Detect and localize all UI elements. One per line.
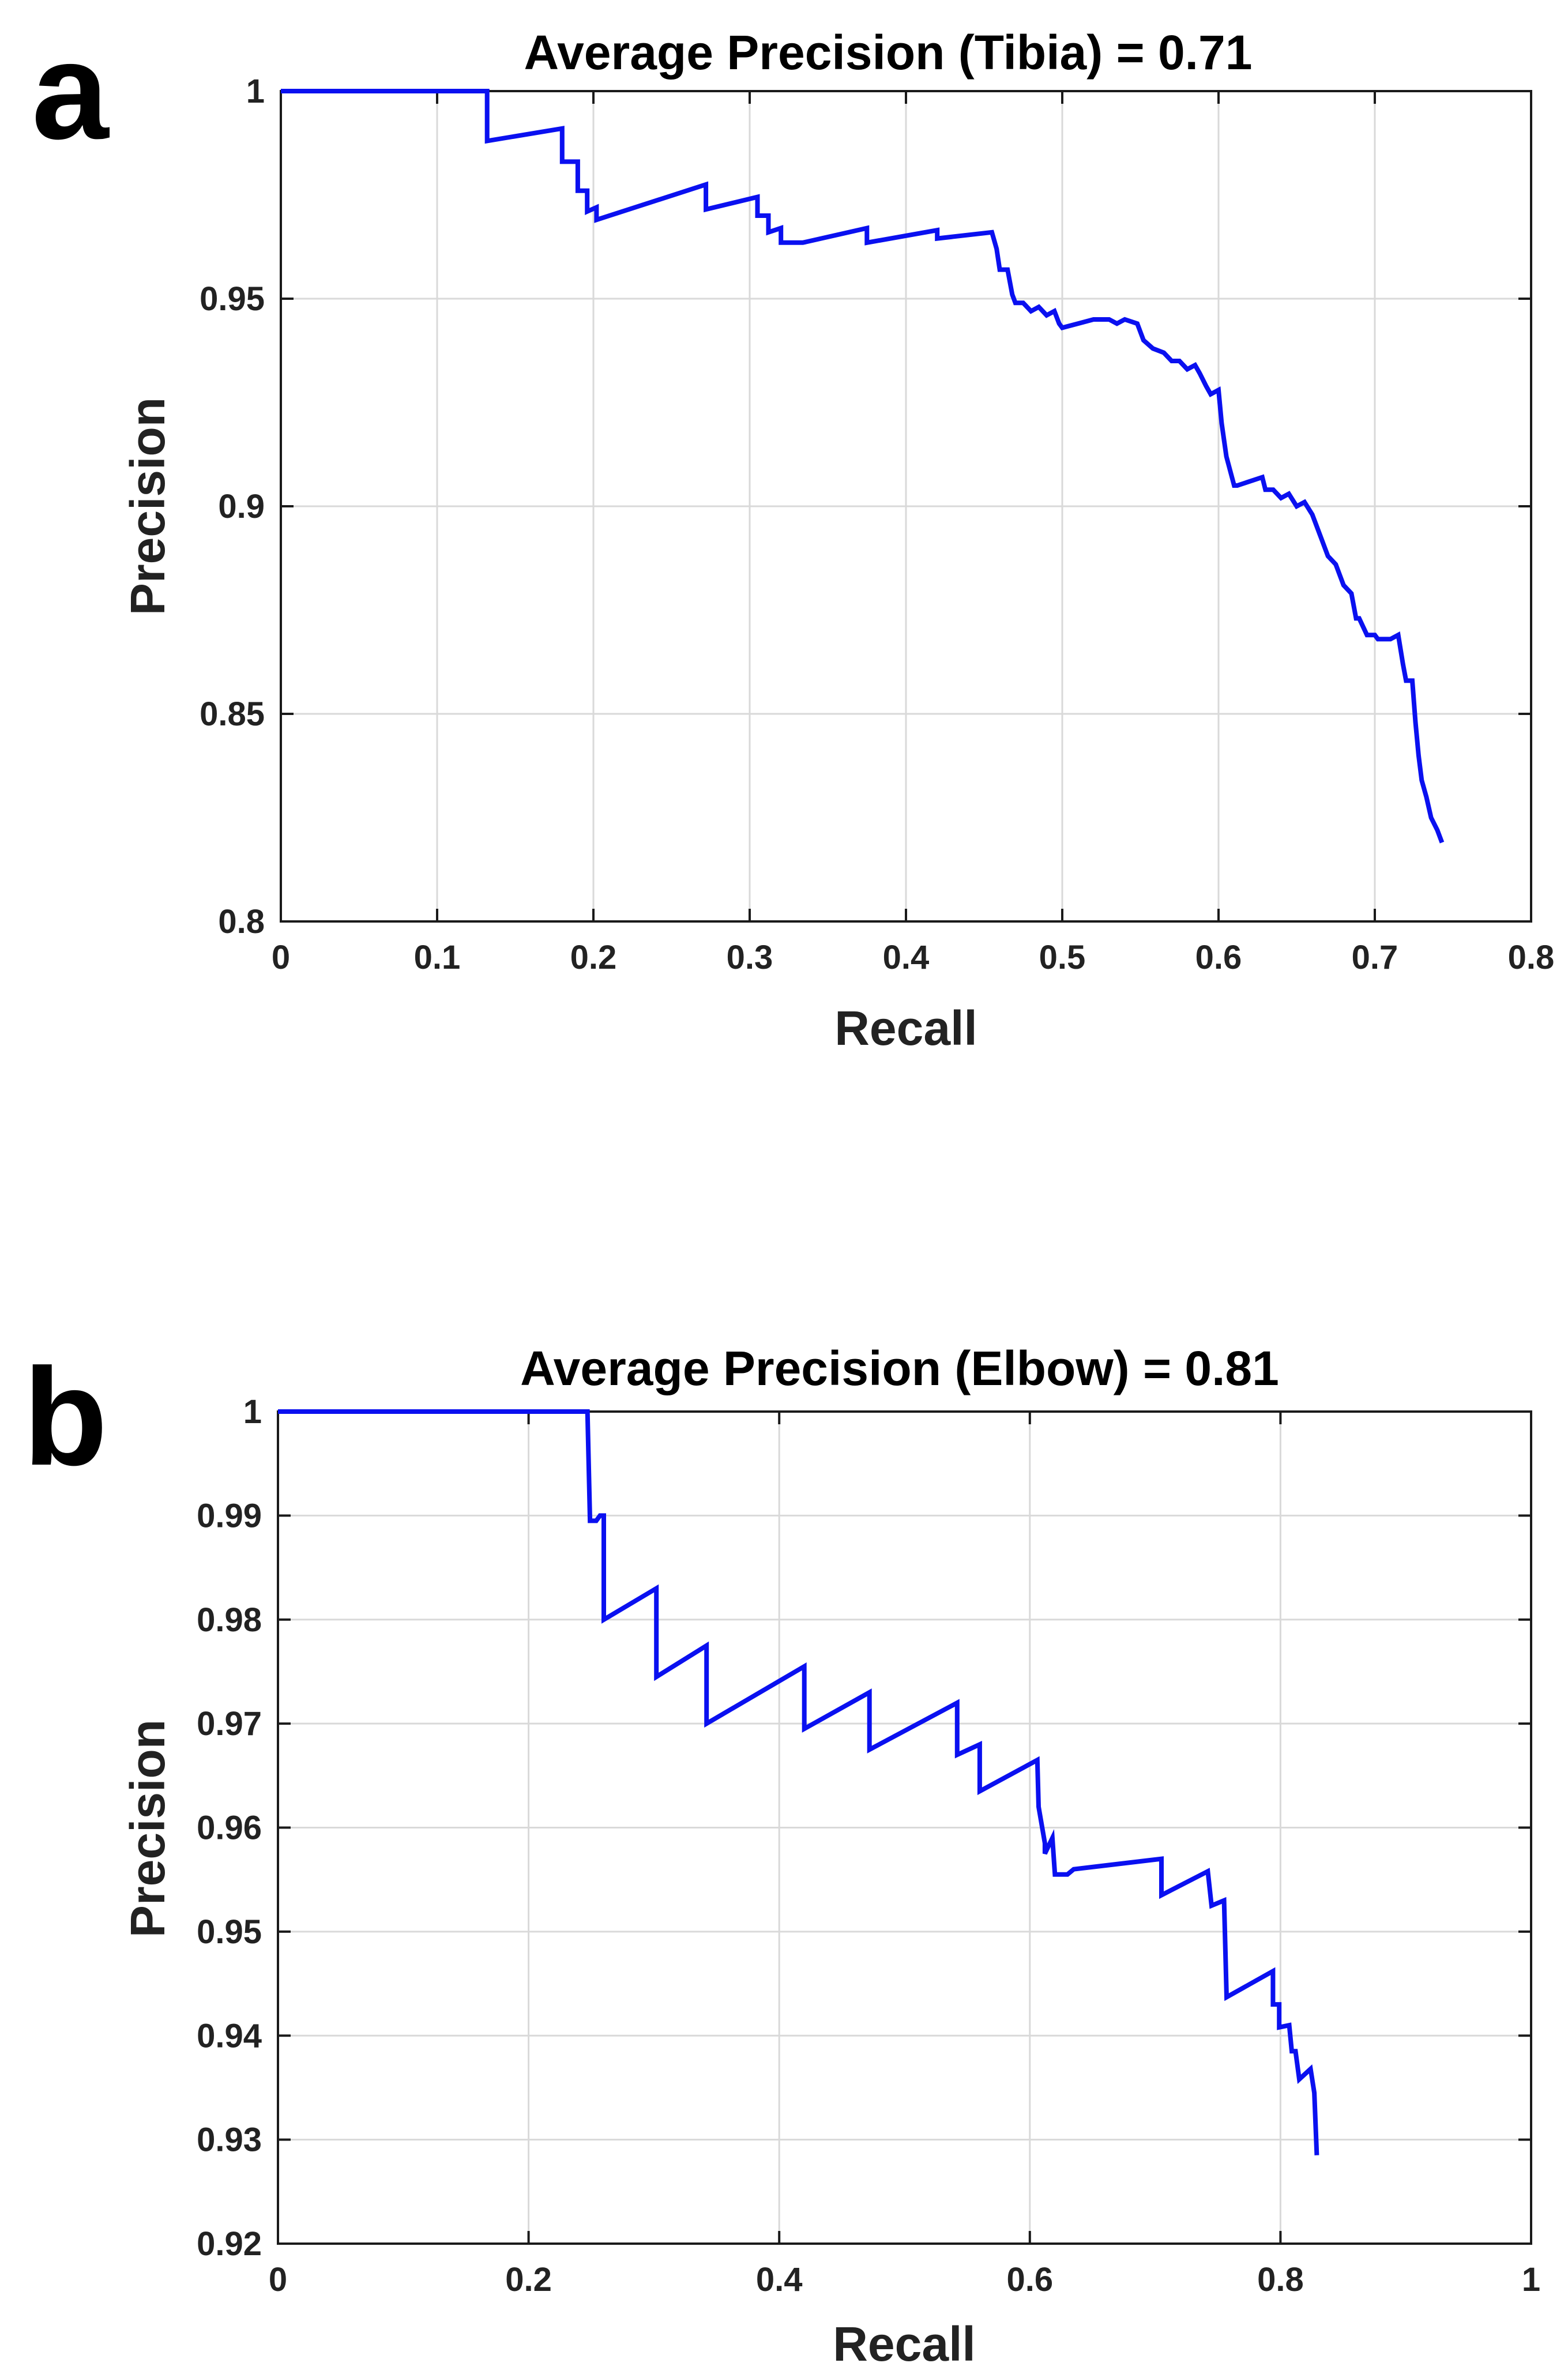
panel-label-a: a — [32, 13, 110, 168]
y-tick-label: 1 — [246, 73, 265, 110]
x-tick-label: 0 — [269, 2261, 287, 2298]
x-tick-label: 0.1 — [414, 939, 461, 976]
y-tick-label: 1 — [243, 1393, 262, 1431]
series-layer — [281, 89, 1445, 844]
x-tick-label: 0.4 — [756, 2261, 803, 2298]
y-tick-label: 0.93 — [197, 2121, 262, 2159]
chart-panel-b: b Average Precision (Elbow) = 0.81 0 0.2 0… — [23, 1339, 1540, 2371]
y-tick-label: 0.92 — [197, 2225, 262, 2263]
axis-ticks: 0 0.2 0.4 0.6 0.8 1 0.92 0.93 0.94 0.95 0.96 0.97 0.… — [197, 1393, 1540, 2298]
chart-title: Average Precision (Tibia) = 0.71 — [524, 25, 1253, 80]
x-tick-label: 0.3 — [727, 939, 773, 976]
y-tick-label: 0.8 — [218, 903, 265, 940]
chart-title: Average Precision (Elbow) = 0.81 — [520, 1341, 1279, 1395]
x-axis-label: Recall — [834, 1001, 977, 1055]
x-tick-label: 0.7 — [1352, 939, 1398, 976]
panel-label-b: b — [23, 1339, 108, 1494]
y-axis-label: Precision — [121, 397, 175, 615]
series-line-tibia — [281, 89, 1445, 844]
y-tick-label: 0.9 — [218, 488, 265, 525]
series-line-elbow — [278, 1409, 1319, 2155]
x-tick-label: 0.2 — [570, 939, 617, 976]
grid-lines — [281, 91, 1531, 921]
x-tick-label: 0.6 — [1195, 939, 1242, 976]
x-tick-label: 0 — [272, 939, 290, 976]
x-tick-label: 0.8 — [1257, 2261, 1304, 2298]
x-tick-label: 0.8 — [1508, 939, 1555, 976]
x-tick-label: 0.6 — [1006, 2261, 1053, 2298]
x-axis-label: Recall — [833, 2317, 976, 2371]
grid-lines — [278, 1412, 1531, 2244]
x-tick-label: 0.4 — [883, 939, 930, 976]
y-tick-label: 0.96 — [197, 1809, 262, 1847]
x-tick-label: 1 — [1522, 2261, 1540, 2298]
x-tick-label: 0.2 — [505, 2261, 552, 2298]
y-tick-label: 0.97 — [197, 1705, 262, 1743]
y-tick-label: 0.98 — [197, 1601, 262, 1639]
axis-ticks: 0 0.1 0.2 0.3 0.4 0.5 0.6 0.7 0.8 0.8 0.85 0.9 0.95 1 — [200, 73, 1554, 976]
series-layer — [278, 1409, 1319, 2155]
chart-panel-a: a Average Precision (Tibia) = 0.71 0 0.1 0… — [32, 13, 1554, 1055]
y-tick-label: 0.95 — [197, 1913, 262, 1951]
y-tick-label: 0.94 — [197, 2017, 262, 2055]
y-tick-label: 0.99 — [197, 1497, 262, 1534]
y-tick-label: 0.95 — [200, 280, 265, 318]
y-axis-label: Precision — [121, 1719, 175, 1937]
y-tick-label: 0.85 — [200, 695, 265, 733]
x-tick-label: 0.5 — [1039, 939, 1086, 976]
